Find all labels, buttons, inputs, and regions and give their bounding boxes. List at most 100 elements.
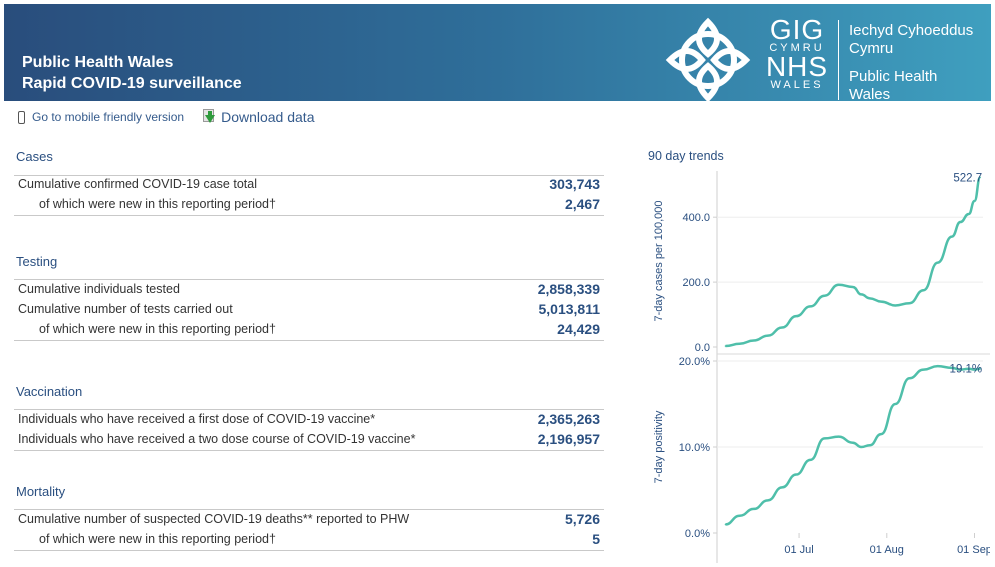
stat-label: Cumulative individuals tested bbox=[18, 282, 180, 296]
data-point bbox=[968, 213, 970, 215]
stat-value: 2,196,957 bbox=[537, 431, 600, 447]
divider bbox=[14, 279, 604, 280]
welsh-name-line-1: Iechyd Cyhoeddus bbox=[849, 22, 974, 39]
toolbar: Go to mobile friendly version Download d… bbox=[18, 107, 314, 127]
data-point bbox=[860, 446, 863, 448]
page-title-line-1: Public Health Wales bbox=[22, 54, 174, 71]
phone-icon bbox=[18, 110, 25, 124]
stat-row: Individuals who have received a first do… bbox=[18, 410, 600, 430]
english-name-line-2: Wales bbox=[849, 86, 891, 103]
data-point bbox=[894, 304, 897, 307]
x-tick-label: 01 Aug bbox=[870, 544, 904, 556]
stat-value: 2,365,263 bbox=[537, 411, 600, 427]
mobile-version-link[interactable]: Go to mobile friendly version bbox=[18, 110, 184, 124]
data-point bbox=[738, 515, 741, 517]
section-title-cases: Cases bbox=[16, 149, 53, 164]
data-point bbox=[752, 339, 755, 342]
header-banner: Public Health Wales Rapid COVID-19 surve… bbox=[4, 4, 991, 104]
download-icon bbox=[202, 108, 216, 126]
data-point bbox=[973, 200, 976, 202]
data-point bbox=[767, 334, 769, 337]
series-line bbox=[725, 176, 982, 348]
end-value-label: 522.7 bbox=[953, 172, 982, 184]
data-point bbox=[908, 302, 911, 304]
y-axis-label: 7-day cases per 100,000 bbox=[653, 200, 665, 321]
stat-row: of which were new in this reporting peri… bbox=[18, 530, 600, 550]
data-point bbox=[795, 473, 798, 476]
stat-label: of which were new in this reporting peri… bbox=[39, 322, 276, 336]
y-tick-label: 400.0 bbox=[682, 212, 710, 224]
data-point bbox=[837, 283, 840, 286]
data-point bbox=[951, 235, 953, 238]
data-point bbox=[922, 289, 925, 292]
stat-value: 2,467 bbox=[564, 196, 600, 212]
data-point bbox=[852, 286, 854, 288]
end-value-label: 19.1% bbox=[950, 364, 983, 376]
data-point bbox=[869, 297, 871, 300]
stat-value: 5,726 bbox=[564, 511, 600, 527]
section-title-mortality: Mortality bbox=[16, 484, 66, 499]
y-tick-label: 200.0 bbox=[682, 277, 710, 289]
logo-divider bbox=[838, 20, 839, 100]
stat-label: Individuals who have received a first do… bbox=[18, 412, 376, 426]
series-line bbox=[725, 364, 981, 526]
y-tick-label: 0.0 bbox=[695, 342, 710, 354]
x-tick-label: 01 Sep bbox=[957, 544, 990, 556]
stat-value: 303,743 bbox=[549, 176, 600, 192]
data-point bbox=[973, 368, 976, 371]
divider bbox=[14, 550, 604, 551]
y-tick-label: 0.0% bbox=[685, 528, 710, 540]
divider bbox=[14, 340, 604, 341]
stat-value: 24,429 bbox=[557, 321, 600, 337]
organisation-name: Iechyd Cyhoeddus Cymru Public Health Wal… bbox=[849, 22, 973, 104]
stat-label: Cumulative confirmed COVID-19 case total bbox=[18, 177, 257, 191]
trends-title: 90 day trends bbox=[648, 149, 724, 163]
data-point bbox=[880, 300, 882, 303]
mobile-version-label: Go to mobile friendly version bbox=[32, 110, 185, 124]
data-point bbox=[951, 367, 953, 369]
data-point bbox=[936, 261, 939, 264]
divider bbox=[14, 409, 604, 410]
celtic-knot-logo-icon bbox=[665, 17, 751, 103]
data-point bbox=[837, 435, 840, 438]
section-title-testing: Testing bbox=[16, 254, 58, 269]
divider bbox=[14, 509, 604, 510]
stat-row: of which were new in this reporting peri… bbox=[18, 320, 600, 340]
data-point bbox=[823, 294, 826, 297]
stat-label: Cumulative number of tests carried out bbox=[18, 302, 233, 316]
data-point bbox=[767, 499, 769, 502]
stat-row: Cumulative individuals tested 2,858,339 bbox=[18, 280, 600, 300]
data-point bbox=[968, 367, 970, 370]
divider bbox=[14, 450, 604, 451]
trend-charts: 0.0 200.0 400.0 7-day cases per 100,000 522.… bbox=[653, 171, 990, 563]
data-point bbox=[809, 459, 812, 461]
stat-row: of which were new in this reporting peri… bbox=[18, 195, 600, 215]
data-point bbox=[979, 176, 981, 179]
y-tick-label: 20.0% bbox=[679, 356, 710, 368]
data-point bbox=[738, 342, 741, 345]
y-tick-label: 10.0% bbox=[679, 442, 710, 454]
data-point bbox=[852, 441, 854, 444]
data-point bbox=[959, 221, 962, 223]
stat-value: 2,858,339 bbox=[537, 281, 600, 297]
download-data-link[interactable]: Download data bbox=[202, 108, 315, 126]
logo-nhs-text: NHS bbox=[765, 51, 829, 82]
stat-row: Cumulative number of suspected COVID-19 … bbox=[18, 510, 600, 530]
y-axis-label: 7-day positivity bbox=[653, 410, 665, 483]
data-point bbox=[922, 368, 925, 371]
nhs-wales-logo: GIG CYMRU NHS WALES bbox=[762, 16, 832, 92]
stat-label: of which were new in this reporting peri… bbox=[39, 532, 276, 546]
divider bbox=[14, 175, 604, 176]
stat-label: of which were new in this reporting peri… bbox=[39, 197, 276, 211]
data-point bbox=[809, 305, 812, 308]
divider bbox=[14, 215, 604, 216]
data-point bbox=[752, 508, 755, 510]
data-point bbox=[979, 367, 981, 370]
download-data-label: Download data bbox=[221, 109, 315, 125]
page-title-line-2: Rapid COVID-19 surveillance bbox=[22, 75, 242, 92]
data-point bbox=[936, 365, 939, 367]
logo-cymru-text: CYMRU bbox=[769, 42, 825, 54]
stat-label: Cumulative number of suspected COVID-19 … bbox=[18, 512, 410, 526]
data-point bbox=[908, 377, 911, 379]
welsh-name-line-2: Cymru bbox=[849, 40, 894, 57]
